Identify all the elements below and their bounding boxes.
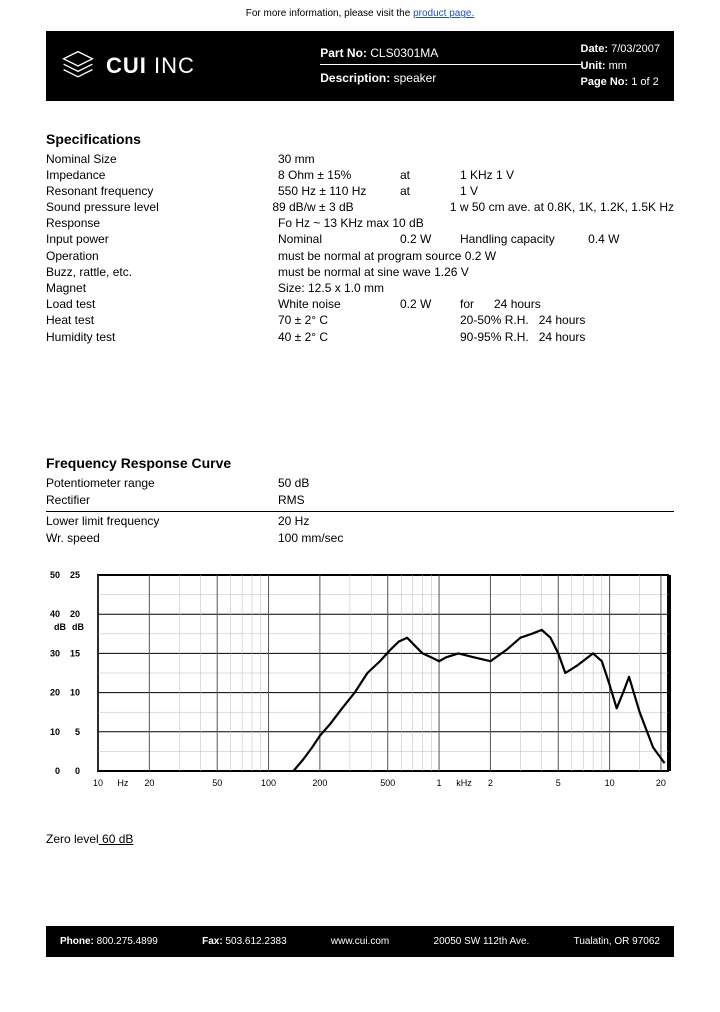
svg-text:kHz: kHz bbox=[456, 778, 472, 788]
svg-text:10: 10 bbox=[605, 778, 615, 788]
spec-row: Humidity test40 ± 2° C90-95% R.H. 24 hou… bbox=[46, 329, 674, 345]
response-chart-svg: 1020501002005001251020HzkHz0010520103015… bbox=[46, 571, 673, 807]
svg-text:30: 30 bbox=[50, 649, 60, 659]
partno-value: CLS0301MA bbox=[370, 46, 438, 60]
svg-text:dB: dB bbox=[54, 623, 66, 633]
desc-label: Description: bbox=[320, 71, 390, 85]
spec-row: Heat test70 ± 2° C20-50% R.H. 24 hours bbox=[46, 312, 674, 328]
svg-text:dB: dB bbox=[72, 623, 84, 633]
svg-text:40: 40 bbox=[50, 610, 60, 620]
specs-title: Specifications bbox=[46, 131, 674, 147]
frc-row: Potentiometer range50 dB bbox=[46, 475, 674, 492]
partno-label: Part No: bbox=[320, 46, 367, 60]
svg-text:0: 0 bbox=[55, 766, 60, 776]
spec-row: MagnetSize: 12.5 x 1.0 mm bbox=[46, 280, 674, 296]
svg-text:25: 25 bbox=[70, 571, 80, 580]
logo-text: CUI INC bbox=[106, 53, 195, 79]
cui-logo-icon bbox=[60, 48, 96, 84]
svg-text:100: 100 bbox=[261, 778, 276, 788]
footer-bar: Phone: 800.275.4899 Fax: 503.612.2383 ww… bbox=[46, 926, 674, 957]
spec-row: Impedance8 Ohm ± 15%at1 KHz 1 V bbox=[46, 167, 674, 183]
svg-text:20: 20 bbox=[144, 778, 154, 788]
spec-row: Operationmust be normal at program sourc… bbox=[46, 248, 674, 264]
spec-row: Nominal Size30 mm bbox=[46, 151, 674, 167]
spec-row: Resonant frequency550 Hz ± 110 Hzat1 V bbox=[46, 183, 674, 199]
spec-row: ResponseFo Hz ~ 13 KHz max 10 dB bbox=[46, 215, 674, 231]
svg-text:50: 50 bbox=[212, 778, 222, 788]
spec-row: Sound pressure level89 dB/w ± 3 dB1 w 50… bbox=[46, 199, 674, 215]
desc-value: speaker bbox=[394, 71, 437, 85]
svg-text:500: 500 bbox=[380, 778, 395, 788]
info-prefix: For more information, please visit the bbox=[246, 8, 411, 19]
header-middle: Part No: CLS0301MA Description: speaker bbox=[320, 46, 580, 85]
info-line: For more information, please visit the p… bbox=[0, 0, 720, 31]
svg-text:50: 50 bbox=[50, 571, 60, 580]
spec-row: Input powerNominal0.2 WHandling capacity… bbox=[46, 231, 674, 247]
spec-row: Load testWhite noise0.2 Wfor 24 hours bbox=[46, 296, 674, 312]
frc-title: Frequency Response Curve bbox=[46, 455, 674, 471]
svg-text:1: 1 bbox=[437, 778, 442, 788]
svg-text:20: 20 bbox=[656, 778, 666, 788]
svg-text:10: 10 bbox=[70, 688, 80, 698]
frc-table-1: Potentiometer range50 dBRectifierRMS bbox=[46, 475, 674, 510]
svg-text:200: 200 bbox=[312, 778, 327, 788]
svg-text:20: 20 bbox=[70, 610, 80, 620]
svg-text:10: 10 bbox=[50, 727, 60, 737]
svg-text:0: 0 bbox=[75, 766, 80, 776]
frc-row: Lower limit frequency20 Hz bbox=[46, 513, 674, 530]
response-chart: 1020501002005001251020HzkHz0010520103015… bbox=[46, 571, 674, 812]
logo: CUI INC bbox=[60, 48, 320, 84]
frc-table-2: Lower limit frequency20 HzWr. speed100 m… bbox=[46, 513, 674, 548]
header-right: Date: 7/03/2007 Unit: mm Page No: 1 of 2 bbox=[581, 41, 661, 91]
specs-table: Nominal Size30 mmImpedance8 Ohm ± 15%at1… bbox=[46, 151, 674, 345]
spec-row: Buzz, rattle, etc.must be normal at sine… bbox=[46, 264, 674, 280]
frc-divider bbox=[46, 511, 674, 512]
product-page-link[interactable]: product page. bbox=[413, 8, 474, 19]
svg-text:Hz: Hz bbox=[117, 778, 128, 788]
svg-text:10: 10 bbox=[93, 778, 103, 788]
svg-text:20: 20 bbox=[50, 688, 60, 698]
svg-text:5: 5 bbox=[556, 778, 561, 788]
svg-text:2: 2 bbox=[488, 778, 493, 788]
zero-level: Zero level 60 dB bbox=[46, 832, 674, 846]
frc-row: Wr. speed100 mm/sec bbox=[46, 530, 674, 547]
frc-row: RectifierRMS bbox=[46, 492, 674, 509]
svg-text:5: 5 bbox=[75, 727, 80, 737]
svg-text:15: 15 bbox=[70, 649, 80, 659]
header-bar: CUI INC Part No: CLS0301MA Description: … bbox=[46, 31, 674, 101]
